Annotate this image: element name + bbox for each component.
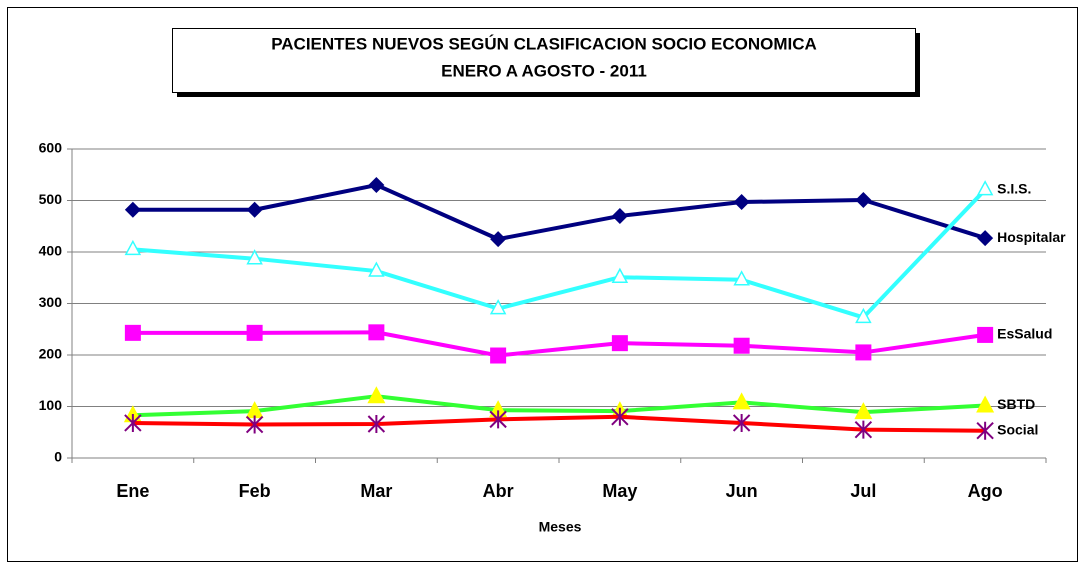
marker bbox=[977, 230, 994, 247]
marker bbox=[124, 201, 141, 218]
marker bbox=[246, 324, 263, 341]
marker bbox=[611, 207, 628, 224]
marker bbox=[733, 270, 750, 286]
marker bbox=[489, 410, 507, 429]
marker bbox=[733, 194, 750, 211]
series-label: EsSalud bbox=[997, 326, 1052, 342]
series-line bbox=[132, 183, 986, 242]
y-tick-label: 400 bbox=[39, 243, 63, 259]
x-tick-label: Mar bbox=[360, 481, 392, 501]
marker bbox=[732, 392, 751, 410]
marker bbox=[855, 307, 872, 324]
title-box bbox=[172, 28, 916, 93]
marker bbox=[490, 231, 507, 248]
marker bbox=[489, 299, 507, 315]
x-tick-label: Ene bbox=[116, 481, 149, 501]
marker bbox=[368, 177, 385, 194]
chart-subtitle: ENERO A AGOSTO - 2011 bbox=[441, 61, 647, 80]
series-label: Hospitalar bbox=[997, 229, 1066, 245]
y-tick-label: 100 bbox=[39, 397, 63, 413]
marker bbox=[611, 407, 629, 426]
series-label: Social bbox=[997, 421, 1038, 437]
marker bbox=[490, 347, 507, 364]
series-line bbox=[132, 330, 986, 358]
series-line bbox=[132, 188, 987, 320]
series-label: S.I.S. bbox=[997, 180, 1031, 196]
x-tick-label: Abr bbox=[483, 481, 514, 501]
x-tick-label: May bbox=[602, 481, 637, 501]
y-tick-label: 600 bbox=[39, 140, 63, 156]
marker bbox=[854, 402, 873, 420]
marker bbox=[124, 413, 142, 432]
y-tick-label: 500 bbox=[39, 191, 63, 207]
marker bbox=[368, 261, 385, 277]
x-tick-label: Jul bbox=[850, 481, 876, 501]
x-tick-label: Feb bbox=[239, 481, 271, 501]
marker bbox=[368, 324, 385, 341]
marker bbox=[733, 337, 750, 354]
marker bbox=[245, 401, 264, 419]
marker bbox=[246, 249, 263, 265]
marker bbox=[124, 324, 141, 341]
series-line bbox=[132, 394, 986, 418]
y-tick-label: 0 bbox=[54, 449, 62, 465]
x-tick-label: Jun bbox=[726, 481, 758, 501]
marker bbox=[976, 395, 995, 413]
marker bbox=[367, 415, 386, 434]
marker bbox=[489, 400, 508, 418]
marker bbox=[611, 335, 628, 352]
marker bbox=[611, 267, 629, 283]
marker bbox=[245, 415, 264, 434]
series-line bbox=[132, 414, 986, 433]
marker bbox=[732, 413, 751, 432]
marker bbox=[124, 239, 142, 256]
marker bbox=[855, 191, 872, 208]
marker bbox=[854, 420, 873, 439]
chart-title: PACIENTES NUEVOS SEGÚN CLASIFICACION SOC… bbox=[271, 34, 817, 53]
marker bbox=[976, 180, 994, 196]
x-tick-label: Ago bbox=[968, 481, 1003, 501]
x-axis-label: Meses bbox=[539, 519, 582, 535]
marker bbox=[977, 326, 994, 343]
marker bbox=[367, 386, 386, 404]
marker bbox=[246, 201, 263, 218]
marker bbox=[976, 421, 994, 440]
y-tick-label: 300 bbox=[39, 294, 63, 310]
y-tick-label: 200 bbox=[39, 346, 63, 362]
chart-border bbox=[7, 7, 1078, 562]
series-label: SBTD bbox=[997, 396, 1035, 412]
marker bbox=[855, 344, 872, 361]
